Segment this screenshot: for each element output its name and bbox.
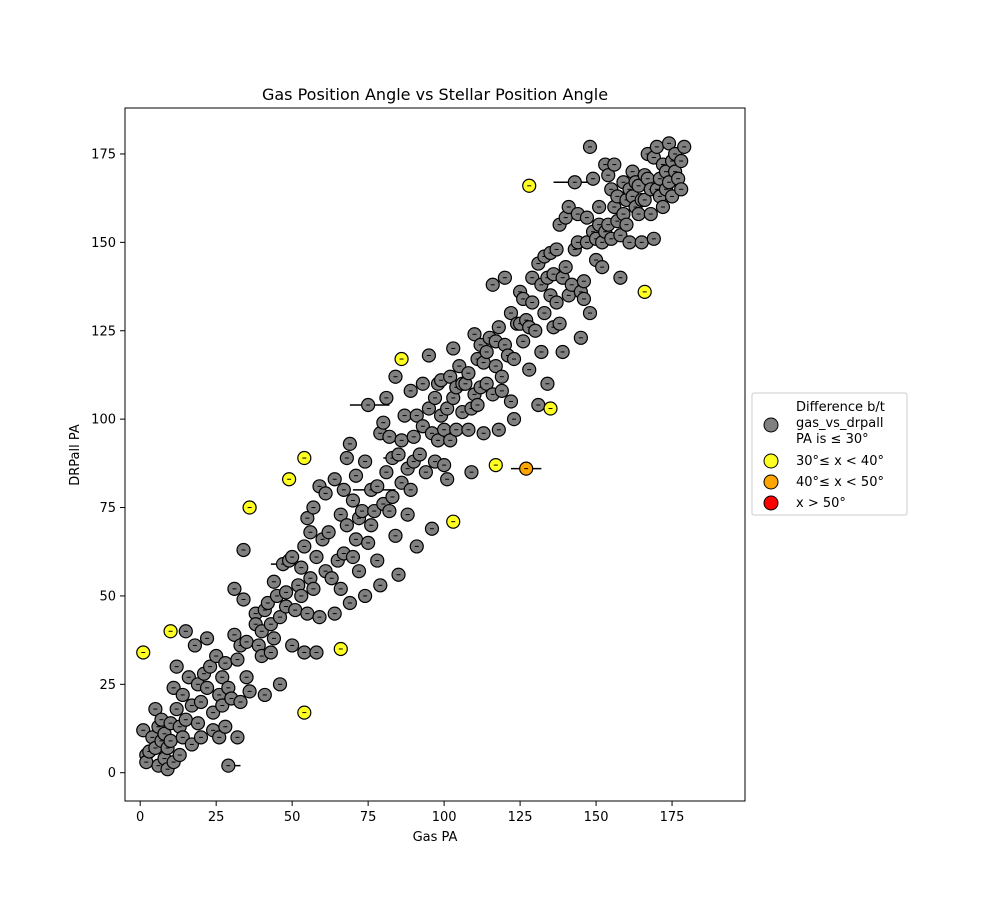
chart-title: Gas Position Angle vs Stellar Position A… — [262, 85, 608, 104]
y-tick-label: 175 — [91, 147, 116, 162]
legend-marker-40-50 — [763, 474, 779, 490]
x-tick-label: 25 — [208, 810, 225, 825]
x-tick-label: 100 — [432, 810, 457, 825]
legend: Difference b/t gas_vs_drpall PA is ≤ 30°… — [751, 392, 908, 516]
legend-box — [751, 392, 908, 516]
legend-title-line-2: gas_vs_drpall — [796, 416, 884, 431]
legend-label-40-50: 40°≤ x < 50° — [796, 475, 884, 490]
x-tick-label: 0 — [136, 810, 144, 825]
y-tick-label: 125 — [91, 324, 116, 339]
x-tick-label: 125 — [508, 810, 533, 825]
data-marks — [136, 136, 692, 777]
legend-title-line-1: Difference b/t — [796, 400, 885, 415]
y-tick-label: 25 — [99, 678, 116, 693]
y-tick-label: 50 — [99, 589, 116, 604]
x-tick-label: 175 — [660, 810, 685, 825]
legend-marker-base — [763, 417, 779, 433]
y-axis-label: DRPall PA — [68, 424, 83, 486]
legend-marker-over-50 — [763, 495, 779, 511]
y-tick-label: 0 — [108, 766, 116, 781]
x-tick-label: 50 — [284, 810, 301, 825]
y-tick-label: 75 — [99, 501, 116, 516]
legend-label-30-40: 30°≤ x < 40° — [796, 454, 884, 469]
y-tick-label: 100 — [91, 413, 116, 428]
y-tick-label: 150 — [91, 236, 116, 251]
x-axis-label: Gas PA — [413, 830, 458, 845]
x-tick-label: 150 — [584, 810, 609, 825]
legend-label-over-50: x > 50° — [796, 496, 846, 511]
legend-marker-30-40 — [763, 453, 779, 469]
x-tick-label: 75 — [360, 810, 377, 825]
legend-title-line-3: PA is ≤ 30° — [796, 432, 869, 447]
axis-ticks: 0 25 50 75 100 125 150 175 0 25 50 75 100 125 150 175 — [91, 147, 684, 825]
